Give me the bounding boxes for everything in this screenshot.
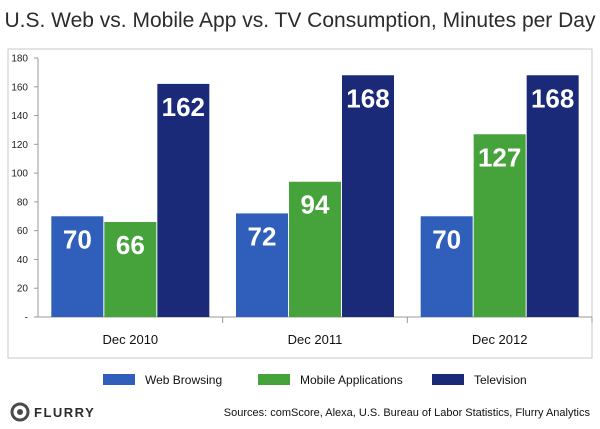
legend-swatch bbox=[103, 374, 135, 385]
bar bbox=[236, 213, 288, 317]
logo-text: FLURRY bbox=[34, 405, 95, 420]
y-tick-label: 140 bbox=[11, 111, 28, 122]
bar bbox=[420, 216, 473, 317]
bar bbox=[342, 75, 394, 318]
axis-group: - 20 40 60 80 100 120 140 160 180 Dec 2010 Dec 2011… bbox=[11, 54, 593, 347]
bar bbox=[157, 83, 210, 318]
data-label: 72 bbox=[248, 221, 277, 251]
data-label: 168 bbox=[531, 83, 574, 113]
footer: FLURRY Sources: comScore, Alexa, U.S. Bu… bbox=[10, 402, 591, 422]
legend-swatch bbox=[432, 374, 464, 385]
y-tick-label: 180 bbox=[11, 54, 28, 65]
y-tick-label: 80 bbox=[17, 197, 29, 208]
x-category-label: Dec 2011 bbox=[288, 332, 343, 347]
data-label: 168 bbox=[346, 83, 389, 113]
bar bbox=[104, 222, 157, 317]
data-label: 66 bbox=[116, 230, 145, 260]
flurry-logo-icon bbox=[10, 402, 30, 422]
legend-label: Television bbox=[474, 373, 527, 387]
bar bbox=[289, 181, 341, 317]
flurry-logo: FLURRY bbox=[10, 402, 95, 422]
y-tick-label: 160 bbox=[11, 82, 28, 93]
y-tick-label: 100 bbox=[11, 169, 28, 180]
bar bbox=[51, 216, 104, 317]
x-category-label: Dec 2010 bbox=[103, 332, 159, 347]
data-label: 94 bbox=[301, 190, 330, 220]
data-label: 70 bbox=[63, 224, 92, 254]
y-tick-label: 60 bbox=[17, 226, 29, 237]
data-label: 162 bbox=[162, 92, 205, 122]
sources-text: Sources: comScore, Alexa, U.S. Bureau of… bbox=[224, 407, 591, 419]
legend: Web Browsing Mobile Applications Televisio… bbox=[103, 373, 527, 387]
y-tick-label: - bbox=[25, 313, 28, 324]
legend-label: Web Browsing bbox=[145, 373, 222, 387]
y-tick-label: 120 bbox=[11, 140, 28, 151]
flurry-logo-icon-inner bbox=[17, 409, 23, 415]
data-label: 70 bbox=[432, 224, 461, 254]
bar bbox=[473, 134, 526, 317]
chart-title: U.S. Web vs. Mobile App vs. TV Consumpti… bbox=[5, 9, 596, 32]
y-tick-label: 20 bbox=[17, 284, 29, 295]
bars-group bbox=[51, 75, 579, 318]
bar bbox=[526, 75, 579, 318]
labels-group: 70 66 162 72 94 168 70 127 168 bbox=[63, 83, 574, 260]
plot-panel bbox=[7, 48, 593, 359]
legend-label: Mobile Applications bbox=[300, 373, 403, 387]
x-category-label: Dec 2012 bbox=[472, 332, 528, 347]
legend-swatch bbox=[258, 374, 290, 385]
y-tick-label: 40 bbox=[17, 255, 29, 266]
data-label: 127 bbox=[478, 142, 521, 172]
